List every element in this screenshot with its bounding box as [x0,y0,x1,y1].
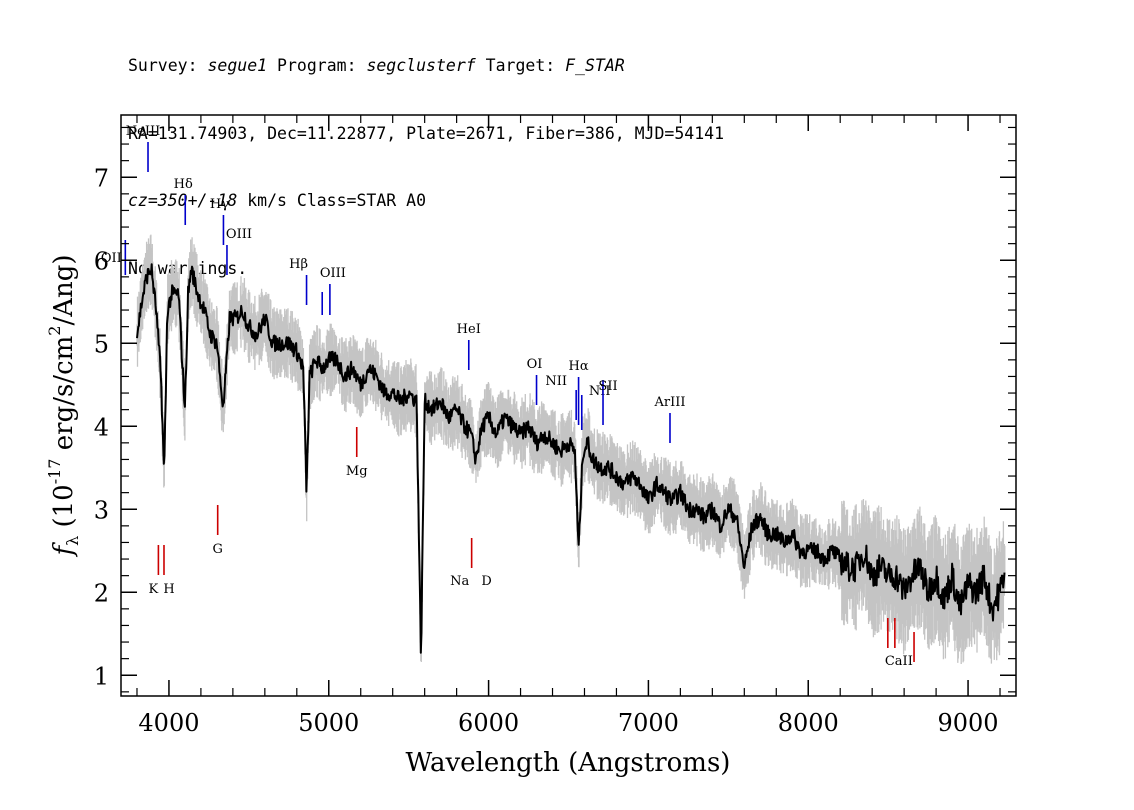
y-tick-label: 5 [94,330,109,358]
x-tick-label: 5000 [298,709,359,737]
header-line-2: RA=131.74903, Dec=11.22877, Plate=2671, … [128,123,725,143]
y-label-square: 2 [45,326,64,336]
program-label: Program: [267,56,367,75]
emission-line-label: OIII [320,266,346,281]
x-tick-label: 7000 [618,709,679,737]
y-label-rest: (10 [49,484,79,536]
flux-series [136,263,1006,654]
class-text: km/s Class=STAR A0 [237,191,427,210]
target-value: F_STAR [565,56,625,75]
emission-line-label: NII [589,384,611,399]
emission-line-label: ArIII [653,395,685,410]
spectral-line-markers: OIINeIIIHδHγOIIIHβOIIIHeIOINIIHαNIISIIAr… [101,124,915,669]
absorption-line-label: Na [450,574,469,589]
y-label-unit: erg/s/cm [49,336,79,459]
redshift-value: cz=350+/-18 [128,191,238,210]
emission-line-label: Hα [569,359,589,374]
y-tick-label: 3 [94,496,109,524]
y-tick-label: 1 [94,662,109,690]
y-tick-label: 2 [94,579,109,607]
axis-ticks: 4000 5000 6000 7000 8000 9000 1 2 3 4 5 6 7 [94,115,1016,737]
header-line-3: cz=350+/-18 km/s Class=STAR A0 [128,190,724,213]
emission-line-label: SII [598,379,617,394]
absorption-line-label: D [481,574,491,589]
absorption-line-label: Mg [346,464,368,479]
y-label-exponent: -17 [45,459,64,485]
noise-band-path [136,234,1006,664]
y-tick-label: 6 [94,247,109,275]
emission-line-label: OI [527,357,543,372]
emission-line-label: Hδ [174,177,193,192]
program-value: segclusterf [366,56,476,75]
emission-line-label: Hβ [289,257,308,272]
absorption-line-label: K [149,582,159,597]
y-tick-label: 7 [94,164,109,192]
y-tick-label: 4 [94,413,109,441]
x-tick-label: 6000 [458,709,519,737]
y-label-end: /Ang) [49,254,79,325]
emission-line-label: OII [101,251,122,266]
survey-value: segue1 [207,56,268,75]
emission-line-label: Hγ [210,197,229,212]
emission-line-label: HeI [457,322,481,337]
survey-label: Survey: [128,56,208,75]
emission-line-label: OIII [226,227,252,242]
x-tick-label: 9000 [938,709,999,737]
flux-line [136,263,1006,654]
plot-frame [120,114,1017,697]
header-line-1: Survey: segue1 Program: segclusterf Targ… [128,55,724,78]
target-label: Target: [475,56,566,75]
noise-band [136,234,1006,664]
emission-line-label: NeIII [126,124,160,139]
spectrum-header: Survey: segue1 Program: segclusterf Targ… [128,10,724,303]
y-label-lambda: λ [63,536,82,546]
absorption-line-label: H [163,582,174,597]
absorption-line-label: CaII [885,654,913,669]
absorption-line-label: G [212,542,222,557]
x-axis-label: Wavelength (Angstroms) [406,748,731,778]
x-tick-label: 8000 [778,709,839,737]
emission-line-label: NII [545,374,567,389]
y-axis-label: fλ (10-17 erg/s/cm2/Ang) [45,254,82,557]
x-tick-label: 4000 [138,709,199,737]
